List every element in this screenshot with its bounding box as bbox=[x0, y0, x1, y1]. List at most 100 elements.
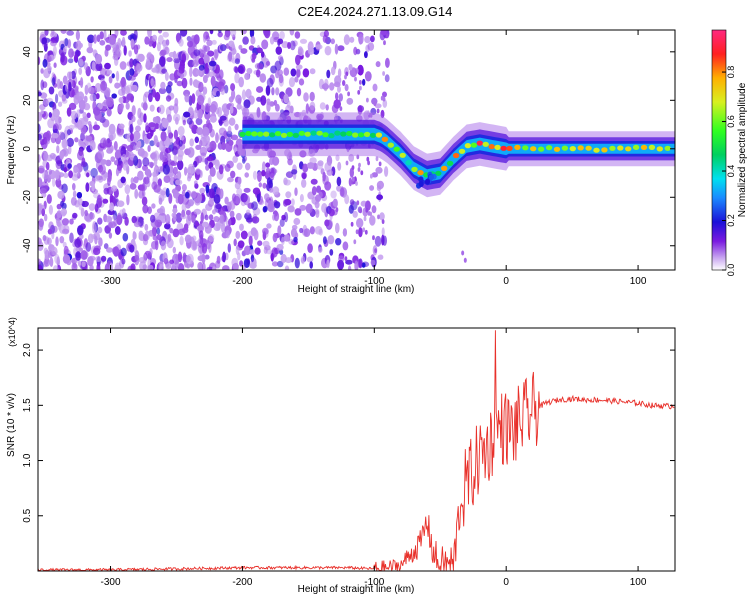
noise-cell bbox=[115, 70, 120, 82]
noise-cell bbox=[88, 233, 94, 244]
noise-cell bbox=[294, 31, 301, 39]
noise-cell bbox=[296, 87, 302, 97]
noise-cell bbox=[158, 263, 164, 270]
noise-cell bbox=[209, 140, 217, 151]
noise-cell bbox=[187, 40, 194, 48]
noise-cell bbox=[133, 155, 139, 166]
noise-cell bbox=[251, 57, 256, 63]
noise-cell bbox=[364, 71, 372, 82]
noise-cell bbox=[154, 219, 162, 228]
noise-cell bbox=[237, 240, 245, 249]
noise-cell bbox=[160, 131, 167, 142]
noise-cell bbox=[91, 61, 96, 72]
noise-cell bbox=[199, 187, 206, 194]
noise-cell bbox=[257, 171, 262, 183]
noise-cell bbox=[364, 229, 368, 235]
noise-cell bbox=[69, 232, 74, 244]
noise-cell bbox=[38, 133, 42, 141]
noise-cell bbox=[287, 158, 293, 166]
noise-cell bbox=[336, 176, 342, 187]
noise-cell bbox=[106, 247, 113, 253]
noise-cell bbox=[147, 264, 154, 270]
ridge-cell bbox=[435, 170, 442, 176]
noise-cell bbox=[377, 254, 384, 260]
noise-cell bbox=[77, 91, 85, 102]
noise-cell bbox=[149, 104, 155, 112]
noise-cell bbox=[63, 245, 69, 256]
noise-cell bbox=[331, 104, 339, 114]
noise-cell bbox=[371, 205, 377, 214]
noise-cell bbox=[299, 194, 304, 203]
noise-cell bbox=[219, 188, 224, 199]
noise-cell bbox=[169, 227, 174, 234]
noise-cell bbox=[207, 50, 215, 57]
noise-cell bbox=[356, 218, 364, 228]
noise-cell bbox=[144, 75, 149, 87]
noise-cell bbox=[305, 203, 313, 214]
noise-cell bbox=[218, 164, 224, 175]
noise-cell bbox=[227, 243, 231, 253]
noise-cell bbox=[95, 54, 103, 65]
ridge-cell bbox=[274, 131, 282, 137]
noise-cell bbox=[272, 156, 280, 166]
y-tick-label: -20 bbox=[22, 190, 33, 205]
noise-cell bbox=[75, 251, 82, 261]
noise-cell bbox=[279, 218, 285, 227]
noise-cell bbox=[42, 58, 48, 68]
noise-cell bbox=[181, 77, 188, 89]
noise-cell bbox=[272, 186, 280, 195]
noise-cell bbox=[276, 243, 284, 251]
noise-cell bbox=[172, 166, 178, 175]
noise-cell bbox=[175, 33, 181, 43]
noise-cell bbox=[107, 216, 112, 223]
noise-cell bbox=[353, 239, 357, 245]
noise-cell bbox=[139, 261, 147, 270]
noise-cell bbox=[186, 263, 191, 269]
noise-cell bbox=[198, 262, 204, 270]
noise-cell bbox=[213, 194, 221, 204]
noise-cell bbox=[324, 181, 332, 191]
noise-cell bbox=[106, 69, 113, 75]
noise-cell bbox=[95, 175, 99, 182]
noise-cell bbox=[302, 68, 310, 78]
noise-cell bbox=[122, 208, 126, 214]
noise-cell bbox=[99, 164, 106, 175]
noise-cell bbox=[208, 71, 216, 78]
noise-cell bbox=[151, 181, 158, 190]
noise-cell bbox=[195, 221, 199, 227]
noise-cell bbox=[165, 147, 172, 154]
noise-cell bbox=[348, 64, 353, 71]
noise-cell bbox=[256, 47, 263, 54]
noise-cell bbox=[130, 84, 138, 92]
noise-cell bbox=[233, 238, 237, 247]
noise-cell bbox=[235, 212, 242, 221]
noise-cell bbox=[228, 218, 232, 226]
noise-cell bbox=[177, 149, 184, 158]
noise-cell bbox=[58, 101, 63, 107]
noise-cell bbox=[66, 107, 72, 117]
noise-cell bbox=[107, 173, 112, 183]
noise-cell bbox=[78, 42, 83, 49]
noise-cell bbox=[165, 187, 170, 198]
noise-cell bbox=[43, 137, 48, 145]
noise-cell bbox=[243, 258, 250, 269]
noise-cell bbox=[70, 196, 77, 206]
noise-cell bbox=[93, 34, 97, 44]
noise-cell bbox=[89, 93, 97, 102]
noise-cell bbox=[278, 74, 284, 84]
noise-cell bbox=[204, 62, 209, 74]
spectrogram-y-label: Frequency (Hz) bbox=[6, 116, 17, 185]
noise-cell bbox=[78, 58, 84, 67]
snr-panel: -300 -200 -100 0 100 0.5 1.0 1.5 2.0 Height of … bbox=[6, 317, 676, 595]
noise-cell bbox=[66, 71, 72, 80]
noise-cell bbox=[147, 206, 153, 214]
noise-cell bbox=[203, 75, 208, 83]
ridge-cell bbox=[257, 131, 264, 137]
noise-cell bbox=[72, 183, 76, 191]
noise-cell bbox=[374, 248, 377, 254]
noise-cell bbox=[60, 208, 68, 216]
noise-cell bbox=[324, 45, 332, 56]
noise-cell bbox=[240, 48, 248, 54]
noise-cell bbox=[65, 82, 69, 92]
noise-cell bbox=[243, 187, 251, 193]
